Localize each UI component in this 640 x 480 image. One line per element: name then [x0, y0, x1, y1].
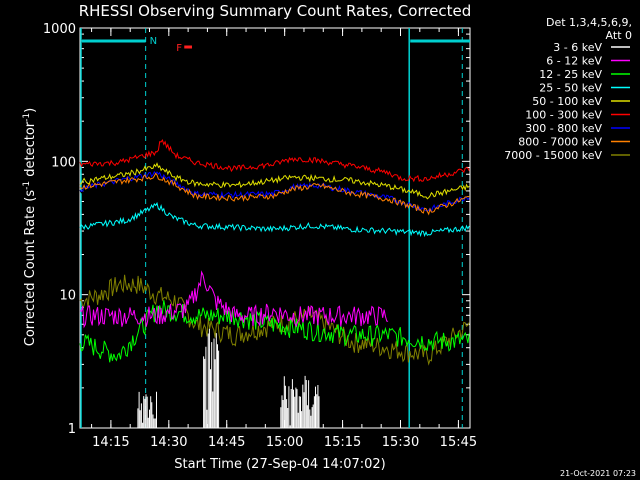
legend-label: 300 - 800 keV	[525, 122, 602, 135]
legend-label: 800 - 7000 keV	[518, 136, 602, 149]
flare-label: F	[176, 43, 182, 54]
legend-label: 7000 - 15000 keV	[504, 149, 602, 162]
legend-label: 100 - 300 keV	[525, 109, 602, 122]
series-line-25-50-kev	[79, 201, 470, 238]
legend-label: 25 - 50 keV	[539, 82, 602, 95]
x-tick-label: 14:30	[150, 435, 187, 450]
y-tick-label: 100	[51, 155, 76, 170]
saa-annotations: NF	[80, 28, 470, 428]
footer-timestamp: 21-Oct-2021 07:23	[560, 469, 636, 478]
plot-axes: 1 10 100 1000 14:15 14:30 14:45 15:00 15:15 15:30…	[43, 22, 477, 450]
x-tick-label: 14:45	[208, 435, 245, 450]
y-tick-label: 10	[59, 289, 76, 304]
plot-frame	[79, 27, 471, 429]
x-tick-label: 15:45	[440, 435, 477, 450]
series-line-800-7000-kev	[79, 172, 470, 216]
x-tick-label: 15:00	[266, 435, 303, 450]
y-tick-label: 1	[68, 422, 76, 437]
x-tick-label: 15:30	[382, 435, 419, 450]
x-tick-label: 14:15	[92, 435, 129, 450]
series-line-100-300-kev	[79, 139, 470, 183]
low-count-spikes	[280, 375, 320, 428]
low-count-spikes	[203, 328, 220, 428]
y-tick-label: 1000	[43, 22, 76, 37]
legend-label: 6 - 12 keV	[546, 55, 602, 68]
legend-header: Att 0	[606, 29, 632, 42]
y-axis-label: Corrected Count Rate (s-1 detector-1)	[22, 108, 38, 346]
x-tick-label: 15:15	[324, 435, 361, 450]
saa-label: N	[150, 36, 157, 47]
legend-label: 50 - 100 keV	[532, 95, 602, 108]
series-line-6-12-kev	[79, 270, 389, 329]
series-layer	[79, 139, 470, 428]
low-count-spikes	[137, 391, 157, 428]
legend-header: Det 1,3,4,5,6,9,	[546, 16, 632, 29]
legend-label: 3 - 6 keV	[553, 41, 602, 54]
series-line-50-100-kev	[79, 162, 470, 200]
chart-title: RHESSI Observing Summary Count Rates, Co…	[79, 2, 472, 20]
legend-label: 12 - 25 keV	[539, 68, 602, 81]
x-axis-label: Start Time (27-Sep-04 14:07:02)	[174, 457, 385, 472]
series-line-12-25-kev	[79, 300, 470, 363]
